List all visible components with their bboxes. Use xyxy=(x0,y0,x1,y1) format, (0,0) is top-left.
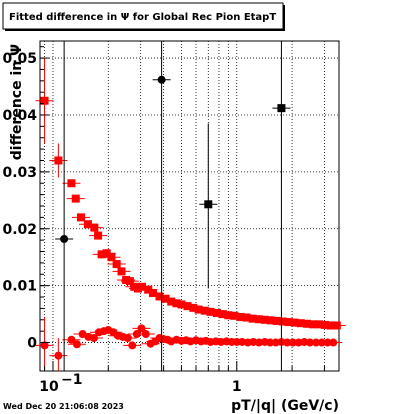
data-point-square xyxy=(107,253,116,262)
data-point-square xyxy=(102,249,111,258)
data-point-square xyxy=(314,320,323,329)
data-point-square xyxy=(97,250,106,259)
y-tick-label: 0.03 xyxy=(2,165,37,181)
data-point-square xyxy=(296,319,305,328)
data-point-square xyxy=(112,260,121,269)
data-point-square xyxy=(172,299,181,308)
data-point-circle xyxy=(123,334,132,342)
data-point-square xyxy=(67,179,76,188)
y-tick-label: 0.01 xyxy=(2,279,37,295)
date-stamp: Wed Dec 20 21:06:08 2023 xyxy=(3,402,124,411)
data-point-square xyxy=(71,194,80,203)
axis-ticks: 0 0.01 0.02 0.03 0.04 0.05 10 −1 1 xyxy=(2,46,325,395)
data-point-square xyxy=(302,319,311,328)
data-point-square xyxy=(90,223,99,232)
data-point-square xyxy=(248,314,257,323)
data-point-square xyxy=(189,303,198,312)
y-tick-label: 0.05 xyxy=(2,51,37,67)
data-point-square xyxy=(161,294,170,303)
data-point-square xyxy=(224,311,233,320)
data-point-circle xyxy=(89,334,98,342)
data-point-square xyxy=(94,231,103,240)
data-point-square xyxy=(155,292,164,301)
data-point-circle xyxy=(254,338,263,347)
y-axis-title: difference in Ψ xyxy=(9,44,25,160)
x-tick-label: 1 xyxy=(232,379,242,395)
data-point-square xyxy=(200,306,209,315)
data-point-square xyxy=(284,318,293,327)
data-point-square xyxy=(290,318,299,327)
data-point-circle xyxy=(67,335,76,344)
data-point-square xyxy=(76,213,85,222)
data-point-square xyxy=(194,305,203,314)
data-marks xyxy=(35,41,346,371)
data-point-square xyxy=(278,317,287,326)
data-point-circle xyxy=(72,340,81,349)
data-point-square xyxy=(332,321,341,330)
data-point-square xyxy=(117,267,126,276)
data-point-square xyxy=(144,285,153,294)
data-point-square xyxy=(218,310,227,319)
x-tick-label-exponent: −1 xyxy=(61,372,82,388)
data-point-square xyxy=(236,312,245,321)
y-tick-label: 0.04 xyxy=(2,108,37,124)
y-tick-label: 0 xyxy=(27,336,37,352)
data-point-square xyxy=(206,307,215,316)
data-point-square xyxy=(266,316,275,325)
data-point-circle xyxy=(128,341,137,350)
data-point-square xyxy=(83,220,92,229)
plot-area xyxy=(39,40,340,372)
data-point-square xyxy=(137,282,146,291)
data-point-circle xyxy=(141,330,150,339)
data-point-circle xyxy=(137,324,146,333)
data-point-square xyxy=(177,300,186,309)
y-tick-label: 0.02 xyxy=(2,222,37,238)
data-point-square xyxy=(260,315,269,324)
data-point-square xyxy=(148,289,157,298)
data-point-circle xyxy=(329,338,338,347)
data-point-square xyxy=(242,313,251,322)
chart-title-shadow-bottom xyxy=(5,29,285,31)
data-point-square xyxy=(125,277,134,286)
data-point-square xyxy=(254,315,263,324)
data-point-square xyxy=(320,320,329,329)
data-point-square xyxy=(212,308,221,317)
data-point-square xyxy=(272,316,281,325)
x-axis-title: pT/|q| (GeV/c) xyxy=(231,398,339,414)
data-point-square xyxy=(167,297,176,306)
data-point-circle xyxy=(238,337,247,346)
data-point-square xyxy=(133,284,142,293)
data-point-square xyxy=(183,302,192,311)
data-point-square xyxy=(230,311,239,320)
chart-title: Fitted difference in Ψ for Global Rec Pi… xyxy=(9,12,276,23)
chart-title-box xyxy=(2,2,284,30)
chart-title-shadow xyxy=(283,5,285,31)
x-tick-label: 10 xyxy=(39,379,59,395)
